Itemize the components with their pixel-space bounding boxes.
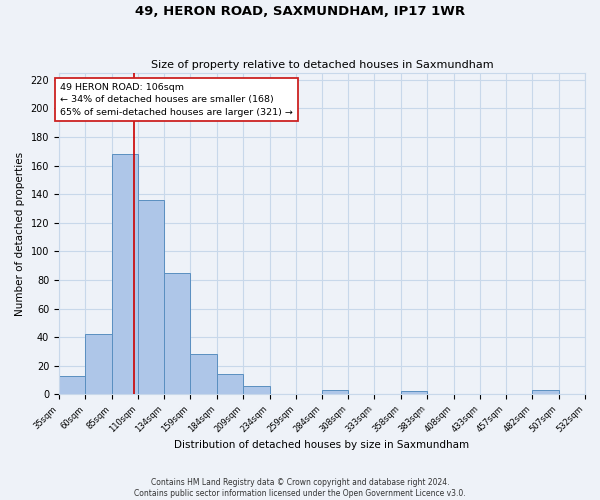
Bar (164, 273, 190, 394)
Bar (138, 200, 164, 394)
Bar (243, 386, 269, 394)
X-axis label: Distribution of detached houses by size in Saxmundham: Distribution of detached houses by size … (175, 440, 470, 450)
Bar (190, 354, 217, 395)
Text: 49, HERON ROAD, SAXMUNDHAM, IP17 1WR: 49, HERON ROAD, SAXMUNDHAM, IP17 1WR (135, 5, 465, 18)
Bar (322, 390, 348, 394)
Text: 49 HERON ROAD: 106sqm
← 34% of detached houses are smaller (168)
65% of semi-det: 49 HERON ROAD: 106sqm ← 34% of detached … (60, 82, 293, 116)
Bar (112, 154, 138, 394)
Bar (85, 334, 112, 394)
Bar (217, 374, 243, 394)
Bar (59, 376, 85, 394)
Y-axis label: Number of detached properties: Number of detached properties (15, 152, 25, 316)
Title: Size of property relative to detached houses in Saxmundham: Size of property relative to detached ho… (151, 60, 493, 70)
Text: Contains HM Land Registry data © Crown copyright and database right 2024.
Contai: Contains HM Land Registry data © Crown c… (134, 478, 466, 498)
Bar (532, 390, 559, 394)
Bar (401, 392, 427, 394)
